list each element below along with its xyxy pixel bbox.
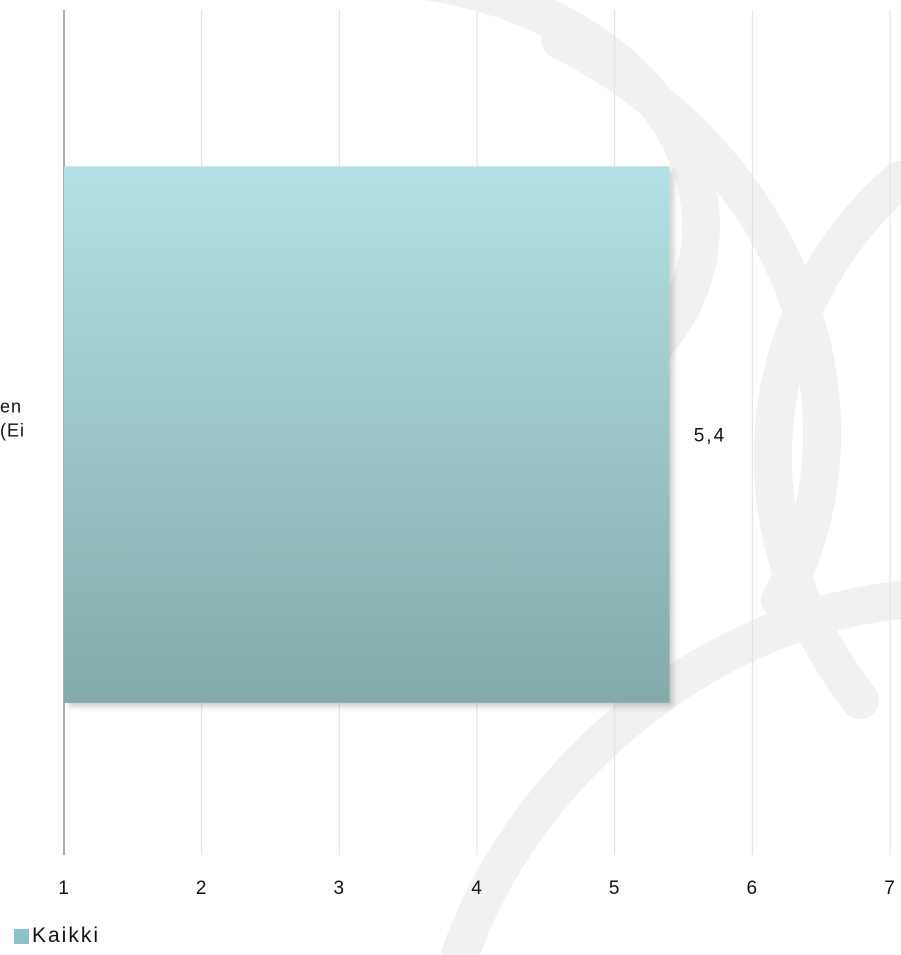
- legend-swatch-kaikki: [14, 928, 29, 944]
- legend-label-kaikki: Kaikki: [32, 924, 101, 947]
- category-label-line-1: (Ei: [0, 421, 25, 441]
- category-labels: en (Ei: [0, 397, 25, 441]
- bars: [64, 166, 670, 703]
- x-tick-label-5: 5: [609, 878, 621, 899]
- x-tick-label-6: 6: [747, 878, 759, 899]
- x-tick-label-1: 1: [58, 878, 70, 899]
- data-label-kaikki-0: 5,4: [694, 426, 726, 447]
- x-tick-label-7: 7: [884, 878, 896, 899]
- category-label-line-0: en: [0, 397, 22, 417]
- bar-kaikki-0: [64, 166, 670, 703]
- legend: Kaikki: [14, 924, 100, 948]
- x-tick-label-4: 4: [471, 878, 483, 899]
- x-tick-label-3: 3: [334, 878, 346, 899]
- data-labels: 5,4: [694, 426, 726, 447]
- x-tick-labels: 1 2 3 4 5 6 7: [58, 878, 896, 899]
- x-tick-label-2: 2: [196, 878, 208, 899]
